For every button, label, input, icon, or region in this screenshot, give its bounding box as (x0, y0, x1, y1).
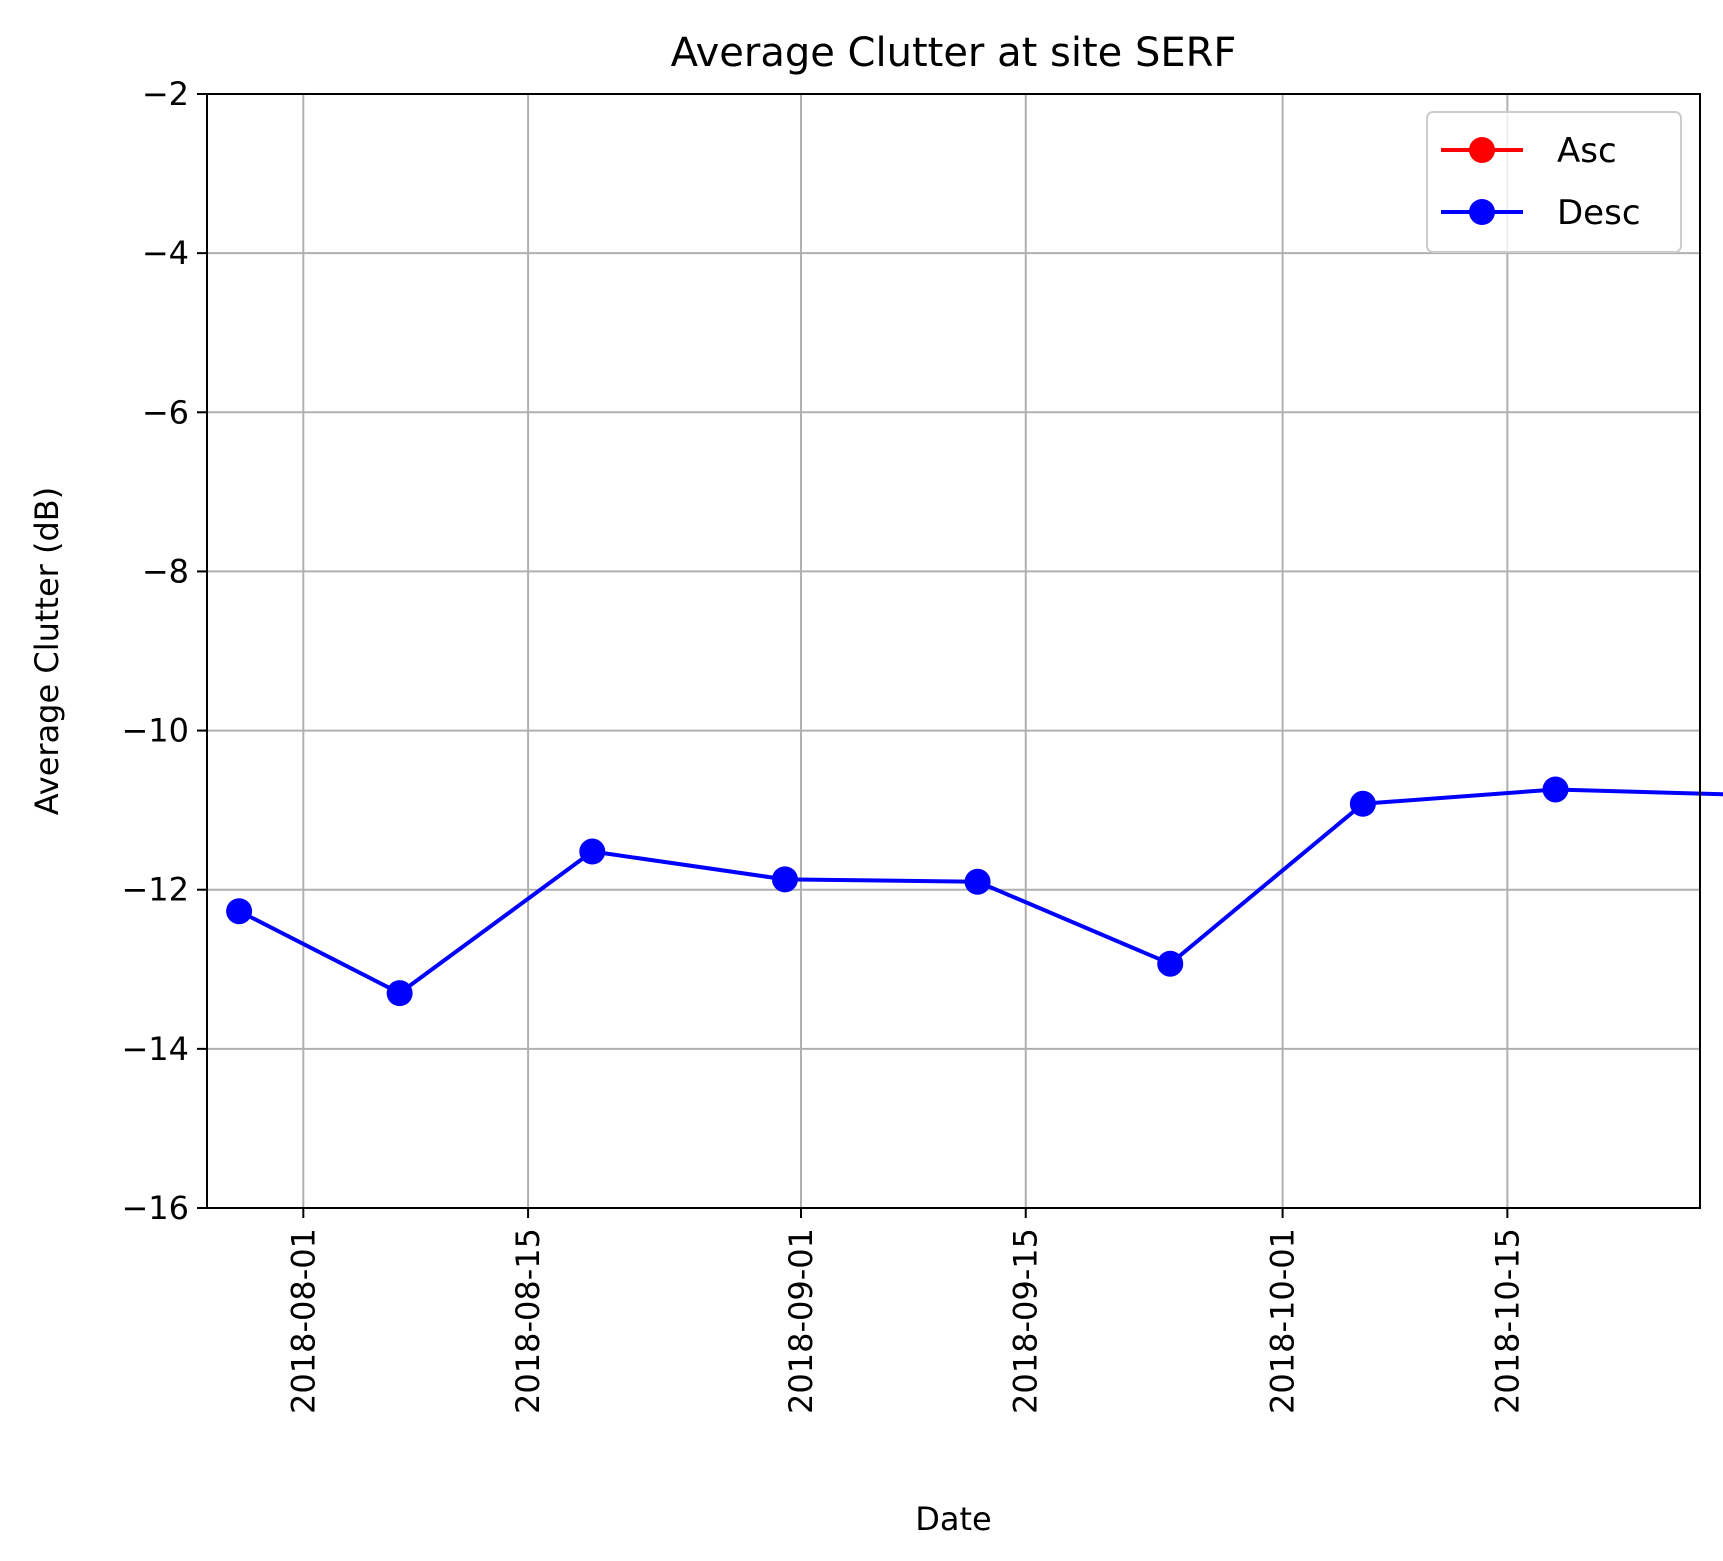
data-point-desc (1157, 950, 1184, 977)
y-tick-label: −6 (142, 393, 189, 431)
y-tick-label: −8 (142, 552, 189, 590)
x-tick-label: 2018-10-01 (1264, 1228, 1302, 1414)
data-point-desc (771, 866, 798, 893)
y-tick-label: −16 (121, 1189, 189, 1227)
x-tick-label: 2018-10-15 (1488, 1228, 1526, 1414)
series-layer (226, 776, 1723, 1007)
y-tick-label: −12 (121, 871, 189, 909)
chart-title: Average Clutter at site SERF (671, 30, 1237, 76)
data-point-desc (964, 868, 991, 895)
axis-ticks: −2 −4 −6 −8 −10 −12 −14 −16 2018-08-01 2018-08-15… (121, 75, 1526, 1414)
legend-marker-desc (1469, 199, 1495, 225)
x-tick-label: 2018-09-01 (782, 1228, 820, 1414)
data-point-desc (386, 980, 413, 1007)
legend-label-asc: Asc (1557, 131, 1617, 171)
data-point-desc (579, 838, 606, 865)
y-tick-label: −10 (121, 712, 189, 750)
x-tick-label: 2018-08-15 (509, 1228, 547, 1414)
legend: Asc Desc (1426, 111, 1682, 253)
y-axis-label: Average Clutter (dB) (28, 487, 66, 815)
x-axis-label: Date (915, 1500, 991, 1538)
data-point-desc (1349, 790, 1376, 817)
y-tick-label: −14 (121, 1030, 189, 1068)
y-tick-label: −4 (142, 234, 189, 272)
data-point-desc (1542, 776, 1569, 803)
x-tick-label: 2018-08-01 (284, 1228, 322, 1414)
data-point-desc (226, 898, 253, 925)
legend-box (1426, 111, 1682, 253)
y-tick-label: −2 (142, 75, 189, 113)
x-tick-label: 2018-09-15 (1007, 1228, 1045, 1414)
legend-label-desc: Desc (1557, 193, 1641, 233)
plot-frame (206, 93, 1701, 1209)
legend-marker-asc (1469, 137, 1495, 163)
